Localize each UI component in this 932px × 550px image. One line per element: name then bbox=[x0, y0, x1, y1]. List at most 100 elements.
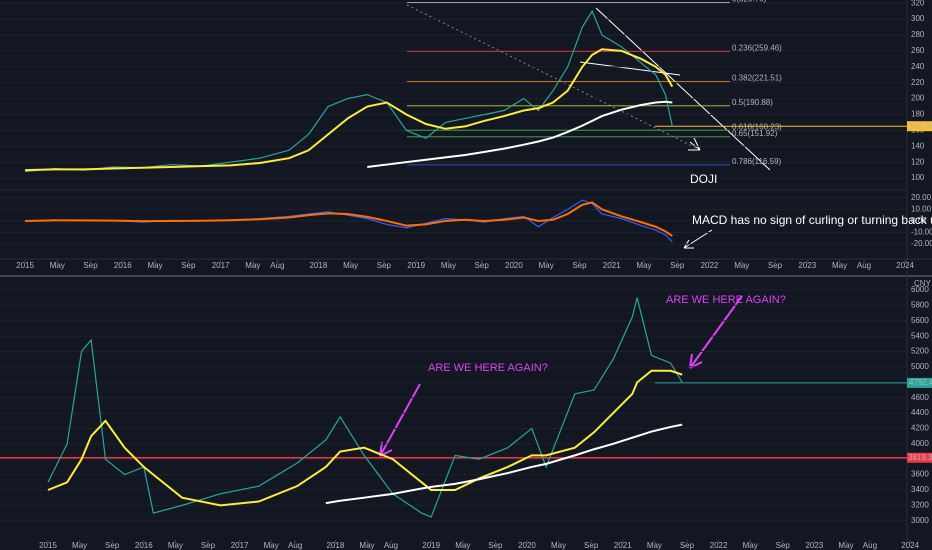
y-tick-label: -20.00 bbox=[911, 239, 932, 248]
x-tick-label: Sep bbox=[83, 261, 98, 270]
x-tick-label: May bbox=[838, 541, 853, 550]
x-tick-label: Sep bbox=[201, 541, 216, 550]
x-tick-label: 2021 bbox=[603, 261, 621, 270]
series-line bbox=[24, 9, 673, 173]
y-tick-label: 3600 bbox=[911, 470, 929, 479]
y-tick-label: 3200 bbox=[911, 500, 929, 509]
annotation: MACD has no sign of curling or turning b… bbox=[692, 213, 932, 227]
level-label: 0(320.76) bbox=[732, 0, 767, 4]
y-tick-label: 6000 bbox=[911, 285, 929, 294]
x-tick-label: Aug bbox=[384, 541, 398, 550]
x-tick-label: 2015 bbox=[16, 261, 34, 270]
y-tick-label: 300 bbox=[911, 14, 925, 23]
x-tick-label: 2020 bbox=[505, 261, 523, 270]
y-tick-label: 4000 bbox=[911, 439, 929, 448]
x-tick-label: May bbox=[455, 541, 470, 550]
x-tick-label: 2024 bbox=[901, 541, 919, 550]
x-tick-label: Sep bbox=[475, 261, 490, 270]
y-tick-label: 260 bbox=[911, 46, 925, 55]
x-tick-label: May bbox=[647, 541, 662, 550]
x-tick-label: 2020 bbox=[518, 541, 536, 550]
x-tick-label: Sep bbox=[680, 541, 695, 550]
y-tick-label: 200 bbox=[911, 94, 925, 103]
y-tick-label: 0.00 bbox=[911, 216, 927, 225]
x-tick-label: May bbox=[264, 541, 279, 550]
x-tick-label: 2018 bbox=[309, 261, 327, 270]
x-tick-label: Sep bbox=[377, 261, 392, 270]
y-tick-label: 140 bbox=[911, 141, 925, 150]
x-tick-label: Aug bbox=[857, 261, 871, 270]
x-tick-label: 2015 bbox=[39, 541, 57, 550]
x-tick-label: 2017 bbox=[212, 261, 230, 270]
annotation: ARE WE HERE AGAIN? bbox=[428, 362, 548, 374]
x-tick-label: 2016 bbox=[114, 261, 132, 270]
y-tick-label: 10.00 bbox=[911, 204, 932, 213]
x-tick-label: Sep bbox=[488, 541, 503, 550]
y-tick-label: -10.00 bbox=[911, 228, 932, 237]
x-tick-label: 2019 bbox=[422, 541, 440, 550]
level-label: 0.618(160.23) bbox=[732, 122, 782, 131]
x-tick-label: Sep bbox=[670, 261, 685, 270]
y-tick-label: 240 bbox=[911, 62, 925, 71]
y-tick-label: 3400 bbox=[911, 485, 929, 494]
x-tick-label: 2018 bbox=[326, 541, 344, 550]
y-tick-label: 5000 bbox=[911, 362, 929, 371]
annotation: ARE WE HERE AGAIN? bbox=[666, 294, 786, 306]
y-tick-label: 3000 bbox=[911, 516, 929, 525]
x-tick-label: 2024 bbox=[896, 261, 914, 270]
x-tick-label: May bbox=[359, 541, 374, 550]
x-tick-label: May bbox=[743, 541, 758, 550]
x-tick-label: Aug bbox=[863, 541, 877, 550]
series-line bbox=[25, 201, 673, 237]
y-tick-label: 100 bbox=[911, 173, 925, 182]
y-tick-label: 5400 bbox=[911, 331, 929, 340]
unit-label: CNY bbox=[914, 279, 932, 288]
y-tick-label: 280 bbox=[911, 30, 925, 39]
y-tick-label: 4600 bbox=[911, 393, 929, 402]
y-tick-label: 5800 bbox=[911, 300, 929, 309]
x-tick-label: 2017 bbox=[231, 541, 249, 550]
x-tick-label: Sep bbox=[768, 261, 783, 270]
x-tick-label: Sep bbox=[584, 541, 599, 550]
x-tick-label: Sep bbox=[572, 261, 587, 270]
x-tick-label: May bbox=[441, 261, 456, 270]
level-tag bbox=[907, 452, 932, 463]
x-tick-label: May bbox=[148, 261, 163, 270]
y-tick-label: 320 bbox=[911, 0, 925, 7]
level-label: 0.382(221.51) bbox=[732, 74, 782, 83]
x-tick-label: Aug bbox=[270, 261, 284, 270]
x-tick-label: 2022 bbox=[701, 261, 719, 270]
series-line bbox=[367, 100, 673, 168]
annotation: DOJI bbox=[690, 172, 717, 186]
y-tick-label: 220 bbox=[911, 78, 925, 87]
x-tick-label: May bbox=[50, 261, 65, 270]
level-label: 0.65(151.92) bbox=[732, 129, 778, 138]
level-label: 0.5(190.88) bbox=[732, 98, 773, 107]
x-tick-label: May bbox=[636, 261, 651, 270]
x-tick-label: Sep bbox=[105, 541, 120, 550]
y-tick-label: 5200 bbox=[911, 347, 929, 356]
x-tick-label: 2023 bbox=[798, 261, 816, 270]
x-tick-label: May bbox=[245, 261, 260, 270]
x-tick-label: 2022 bbox=[710, 541, 728, 550]
price-tag-label: 165.24 bbox=[909, 121, 932, 130]
level-label: 0.786(116.59) bbox=[732, 157, 782, 166]
x-tick-label: May bbox=[832, 261, 847, 270]
series-line bbox=[47, 369, 683, 507]
x-tick-label: 2019 bbox=[407, 261, 425, 270]
x-tick-label: Sep bbox=[776, 541, 791, 550]
x-tick-label: May bbox=[72, 541, 87, 550]
y-tick-label: 4200 bbox=[911, 424, 929, 433]
x-tick-label: May bbox=[734, 261, 749, 270]
x-tick-label: 2023 bbox=[805, 541, 823, 550]
x-tick-label: 2021 bbox=[614, 541, 632, 550]
x-tick-label: 2016 bbox=[135, 541, 153, 550]
x-tick-label: Aug bbox=[288, 541, 302, 550]
x-tick-label: May bbox=[168, 541, 183, 550]
level-tag-label: 3819.3095 bbox=[908, 453, 932, 462]
x-tick-label: May bbox=[551, 541, 566, 550]
price-tag bbox=[907, 377, 932, 388]
x-tick-label: May bbox=[343, 261, 358, 270]
x-tick-label: May bbox=[539, 261, 554, 270]
